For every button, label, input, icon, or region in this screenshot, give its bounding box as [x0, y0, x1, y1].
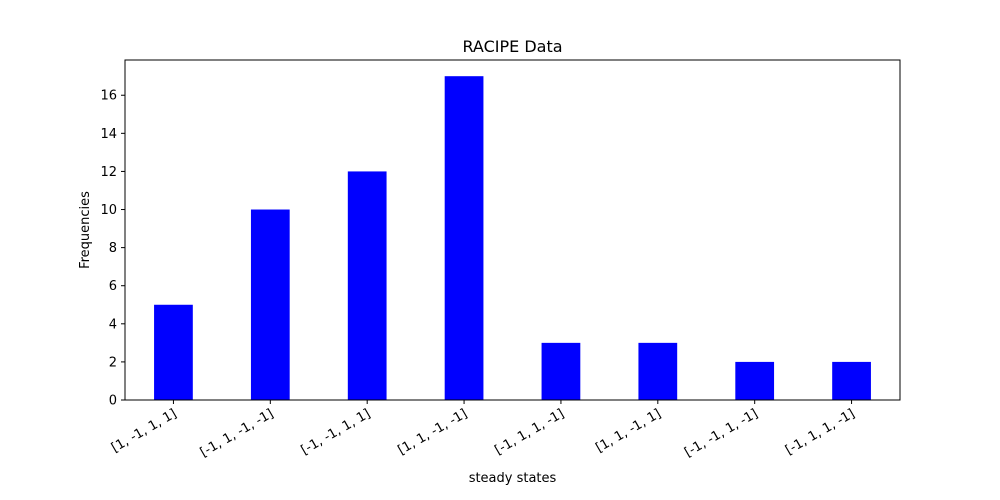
y-tick-label: 12 [100, 165, 117, 180]
y-axis-label: Frequencies [78, 191, 93, 269]
bar-8 [832, 361, 871, 400]
x-tick-label: [1, -1, 1, 1] [109, 406, 179, 455]
x-tick-label: [-1, -1, 1, 1] [299, 406, 374, 458]
x-tick-label: [-1, 1, 1, -1] [492, 406, 567, 458]
x-axis-label: steady states [469, 471, 557, 486]
y-tick-label: 14 [100, 127, 117, 142]
bar-4 [444, 76, 484, 400]
y-tick-label: 6 [109, 279, 117, 294]
bar-5 [541, 342, 581, 400]
x-tick-label: [1, 1, -1, 1] [593, 406, 663, 455]
x-tick-label: [-1, 1, -1, -1] [198, 406, 277, 460]
y-tick-label: 8 [109, 241, 117, 256]
plot-area: 0 2 4 6 8 10 12 14 16 [1, -1, 1, 1] [-1, 1, -1, -1… [100, 59, 901, 461]
x-tick-label: [-1, -1, 1, -1] [682, 406, 761, 460]
y-tick-label: 0 [109, 394, 117, 409]
x-tick-label: [-1, 1, 1, -1] [783, 406, 858, 458]
bar-6 [638, 342, 678, 400]
bar-2 [250, 209, 290, 400]
bar-7 [735, 361, 775, 400]
y-tick-label: 10 [100, 203, 117, 218]
y-tick-label: 4 [109, 317, 117, 332]
bar-1 [154, 304, 193, 400]
chart-title: RACIPE Data [462, 37, 562, 56]
y-tick-label: 2 [109, 355, 117, 370]
y-tick-label: 16 [100, 89, 117, 104]
x-tick-label: [1, 1, -1, -1] [396, 406, 471, 458]
bar-3 [347, 171, 387, 400]
axes-frame [124, 59, 901, 401]
